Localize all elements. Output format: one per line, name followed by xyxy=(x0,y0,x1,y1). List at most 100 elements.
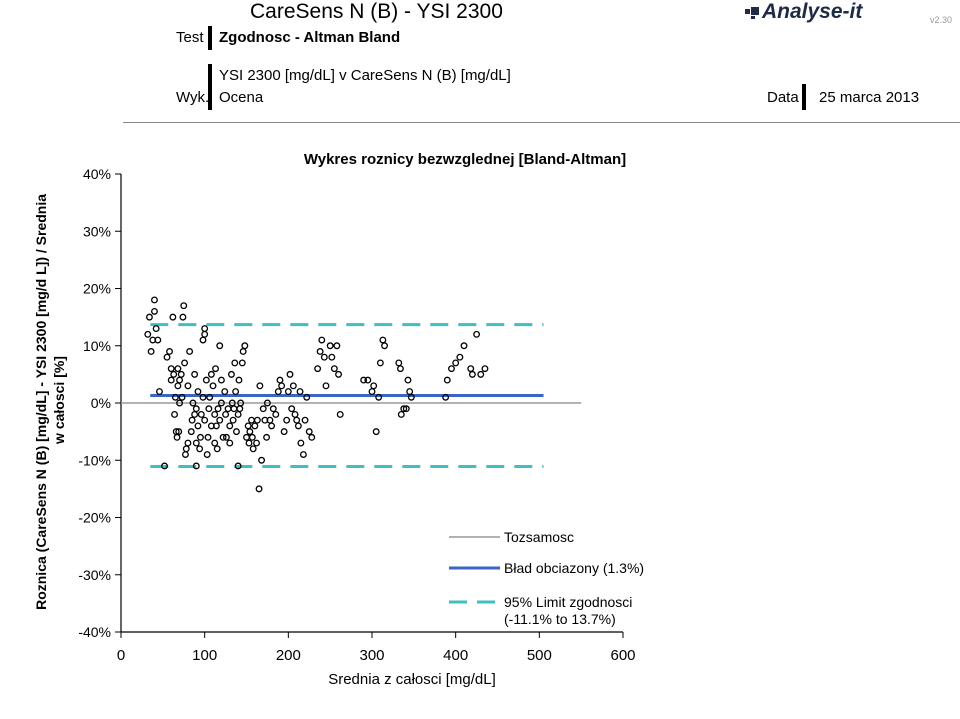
data-point xyxy=(234,411,242,418)
data-point xyxy=(151,296,158,304)
data-point xyxy=(171,411,178,418)
data-point xyxy=(364,376,372,384)
data-point xyxy=(221,388,229,395)
data-point xyxy=(226,422,234,430)
data-point xyxy=(467,365,475,373)
data-point xyxy=(147,348,155,355)
data-point xyxy=(272,411,280,418)
data-point xyxy=(161,462,168,470)
data-point xyxy=(207,370,215,378)
data-point xyxy=(166,348,173,355)
data-point xyxy=(253,439,260,447)
x-tick-label: 500 xyxy=(527,647,552,664)
data-point xyxy=(179,313,187,321)
data-point xyxy=(288,405,296,413)
data-point xyxy=(194,388,202,395)
data-point xyxy=(231,359,239,367)
data-point xyxy=(335,370,342,378)
data-point xyxy=(395,359,403,367)
data-point xyxy=(460,342,468,350)
data-point xyxy=(167,365,175,373)
y-tick-label: -30% xyxy=(78,567,111,583)
data-point xyxy=(189,399,197,407)
data-point xyxy=(219,433,227,441)
y-axis-label: Roznica (CareSens N (B) [mg/dL] - YSI 23… xyxy=(33,190,67,610)
data-point xyxy=(301,416,309,424)
data-point xyxy=(258,456,266,464)
y-axis-label-line2: w całosci [%] xyxy=(51,356,67,445)
data-point xyxy=(170,370,178,378)
data-point xyxy=(291,411,299,418)
data-point xyxy=(196,445,204,453)
test-label: Test xyxy=(176,29,204,46)
data-point xyxy=(456,353,464,361)
data-point xyxy=(187,428,195,436)
logo-mark-icon xyxy=(745,7,759,19)
data-point xyxy=(245,439,253,447)
data-point xyxy=(192,439,200,447)
data-point xyxy=(249,445,257,453)
legend-label-line2: (-11.1% to 13.7%) xyxy=(504,611,616,627)
data-point xyxy=(468,370,476,378)
data-point xyxy=(212,365,219,373)
data-point xyxy=(178,393,186,401)
data-point xyxy=(233,428,240,436)
report-subtitle: YSI 2300 [mg/dL] v CareSens N (B) [mg/dL… xyxy=(219,67,511,84)
data-point xyxy=(211,439,219,447)
data-point xyxy=(320,353,328,361)
analyse-it-logo: Analyse-it xyxy=(762,0,863,23)
data-point xyxy=(239,348,247,355)
data-point xyxy=(199,336,207,344)
data-point xyxy=(246,428,254,436)
reference-lines xyxy=(121,323,582,469)
y-tick-label: 0% xyxy=(91,395,111,411)
data-point xyxy=(336,411,344,418)
data-point xyxy=(184,382,192,390)
data-point xyxy=(276,376,284,384)
x-tick-label: 0 xyxy=(117,647,125,664)
data-point xyxy=(443,376,451,384)
data-point xyxy=(226,439,234,447)
data-point xyxy=(330,365,338,373)
test-value: Zgodnosc - Altman Bland xyxy=(219,29,401,46)
data-point xyxy=(204,433,212,441)
data-point xyxy=(251,422,259,430)
data-point xyxy=(248,416,255,424)
data-point xyxy=(322,382,330,390)
data-point xyxy=(296,388,304,395)
data-point xyxy=(232,388,240,395)
data-point xyxy=(173,433,181,441)
data-point xyxy=(181,451,189,458)
data-point xyxy=(234,462,242,470)
data-point xyxy=(201,416,209,424)
y-tick-label: 10% xyxy=(83,338,111,354)
data-point xyxy=(216,342,224,350)
data-point xyxy=(274,388,282,395)
data-point xyxy=(238,359,246,367)
data-point xyxy=(176,399,184,407)
data-point xyxy=(289,382,297,390)
x-tick-label: 600 xyxy=(610,647,635,664)
data-point xyxy=(201,330,209,338)
data-point xyxy=(199,393,207,401)
data-point xyxy=(318,336,326,344)
version-label: v2.30 xyxy=(930,15,953,25)
data-point xyxy=(174,382,182,390)
data-point xyxy=(224,405,232,413)
data-point xyxy=(293,416,301,424)
data-point xyxy=(370,382,378,390)
data-point xyxy=(243,433,250,441)
data-point xyxy=(197,411,205,418)
legend: Tozsamosc Bład obciazony (1.3%) 95% Limit … xyxy=(449,529,644,627)
data-point xyxy=(192,405,200,413)
data-point xyxy=(211,411,219,418)
data-point xyxy=(156,388,163,395)
wyk-value: Ocena xyxy=(219,89,264,106)
data-point xyxy=(268,422,276,430)
y-tick-label: 30% xyxy=(83,223,111,239)
x-tick-label: 200 xyxy=(276,647,301,664)
data-point xyxy=(163,353,171,361)
data-point xyxy=(448,365,455,373)
header-divider xyxy=(208,26,212,50)
